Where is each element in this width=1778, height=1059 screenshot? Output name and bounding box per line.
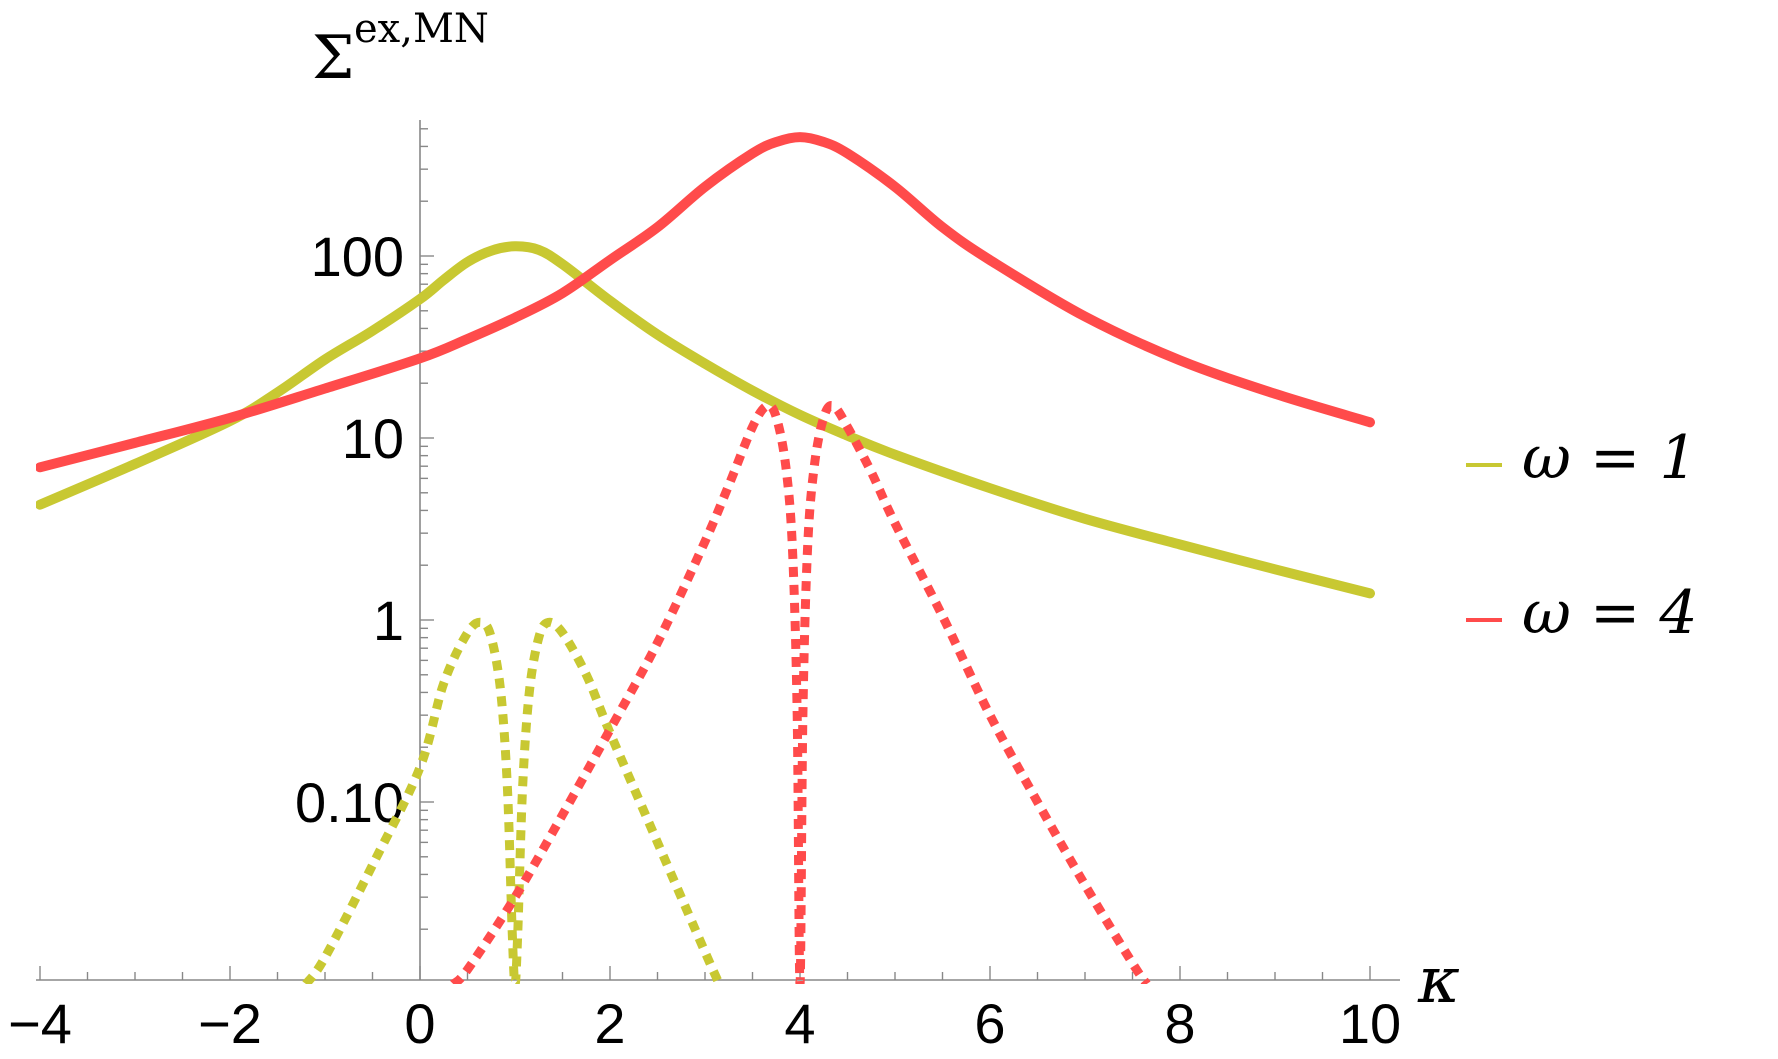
y-axis-label-superscript: ex,MN — [354, 6, 489, 52]
y-axis-label: Σ — [312, 23, 354, 93]
x-ticks: −4 −2 0 2 4 6 8 10 — [8, 966, 1401, 1055]
x-tick-label: 6 — [974, 992, 1005, 1055]
y-tick-label: 1 — [373, 589, 404, 652]
legend-label-omega-4: ω = 4 — [1522, 578, 1698, 648]
x-tick-label: 0 — [404, 992, 435, 1055]
legend-item-omega-1: ω = 1 — [1466, 423, 1698, 493]
x-tick-label: 10 — [1339, 992, 1401, 1055]
y-ticks: 0.10 1 10 100 — [295, 128, 434, 930]
x-axis-label: κ — [1417, 944, 1460, 1018]
series-layer — [36, 132, 1375, 984]
y-tick-label: 0.10 — [295, 771, 404, 834]
series-omega-1-solid — [36, 241, 1375, 599]
y-tick-label: 10 — [342, 407, 404, 470]
legend: ω = 1 ω = 4 — [1466, 423, 1698, 648]
y-tick-label: 100 — [311, 225, 404, 288]
series-omega-4-dotted — [450, 401, 1151, 984]
series-omega-4-solid — [36, 132, 1375, 473]
x-tick-label: 8 — [1164, 992, 1195, 1055]
legend-label-omega-1: ω = 1 — [1522, 423, 1698, 493]
x-tick-label: 2 — [594, 992, 625, 1055]
x-tick-label: 4 — [784, 992, 815, 1055]
legend-item-omega-4: ω = 4 — [1466, 578, 1698, 648]
x-tick-label: −2 — [198, 992, 262, 1055]
x-tick-label: −4 — [8, 992, 72, 1055]
